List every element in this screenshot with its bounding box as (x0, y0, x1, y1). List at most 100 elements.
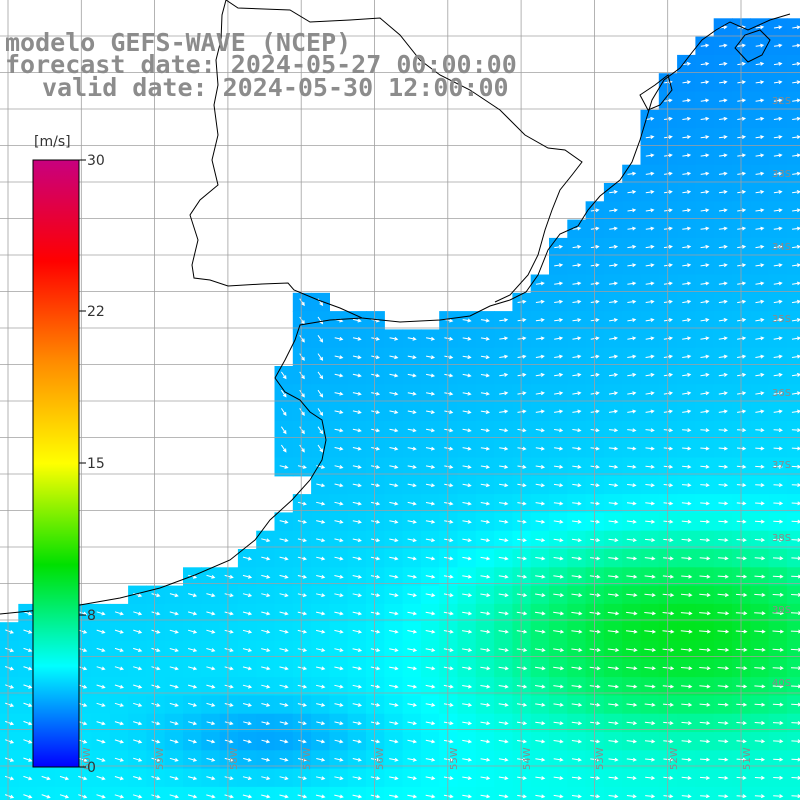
wind-arrow (78, 757, 88, 762)
wind-arrow (535, 299, 545, 304)
wind-arrow (352, 757, 362, 762)
wind-arrow (791, 757, 800, 762)
wind-arrow (462, 355, 472, 360)
wind-arrow (626, 739, 638, 744)
wind-arrow (626, 721, 638, 726)
wind-arrow (425, 611, 436, 616)
wind-cell (292, 786, 312, 800)
wind-arrow (389, 593, 399, 598)
wind-arrow (243, 739, 252, 744)
wind-arrow (498, 629, 509, 634)
wind-arrow (114, 647, 124, 652)
wind-arrow (700, 336, 710, 341)
wind-arrow (498, 648, 509, 652)
wind-arrow (224, 684, 234, 689)
wind-arrow (352, 703, 363, 707)
wind-arrow (352, 556, 363, 561)
longitude-label: 56W (375, 747, 386, 770)
wind-arrow (645, 281, 655, 286)
wind-arrow (645, 372, 655, 377)
wind-arrow (132, 794, 143, 799)
wind-arrow (644, 574, 656, 579)
wind-arrow (334, 428, 344, 433)
longitude-label: 58W (229, 747, 240, 770)
wind-arrow (535, 519, 546, 524)
wind-arrow (535, 721, 546, 726)
wind-arrow (443, 757, 454, 762)
wind-arrow (407, 410, 417, 414)
wind-arrow (78, 739, 88, 744)
wind-arrow (718, 208, 728, 213)
wind-arrow (334, 666, 344, 671)
wind-arrow (755, 244, 765, 249)
wind-arrow (607, 593, 620, 598)
wind-arrow (352, 593, 363, 598)
wind-arrow (334, 593, 344, 598)
wind-arrow (791, 702, 800, 707)
wind-arrow (462, 611, 473, 616)
wind-arrow (206, 611, 216, 616)
wind-arrow (608, 372, 619, 377)
wind-arrow (78, 666, 88, 671)
wind-arrow (499, 464, 509, 469)
wind-arrow (297, 757, 307, 762)
wind-arrow (718, 354, 728, 359)
wind-arrow (609, 190, 618, 194)
wind-arrow (754, 739, 766, 744)
wind-arrow (572, 299, 582, 304)
wind-arrow (535, 372, 545, 377)
wind-arrow (261, 574, 271, 579)
wind-arrow (316, 556, 326, 561)
wind-arrow (680, 666, 693, 671)
wind-arrow (280, 444, 287, 453)
wind-arrow (297, 666, 308, 671)
wind-arrow (718, 135, 728, 140)
wind-arrow (317, 335, 324, 343)
wind-arrow (499, 372, 509, 377)
wind-arrow (78, 629, 88, 634)
wind-arrow (791, 794, 800, 799)
wind-arrow (444, 355, 454, 360)
wind-arrow (316, 721, 326, 726)
wind-cell (0, 786, 19, 800)
wind-arrow (389, 629, 399, 634)
wind-arrow (719, 98, 728, 103)
wind-arrow (114, 611, 124, 616)
wind-arrow (718, 299, 728, 304)
wind-arrow (773, 372, 783, 377)
wind-arrow (334, 776, 344, 781)
wind-arrow (462, 666, 473, 671)
wind-arrow (280, 426, 287, 435)
wind-arrow (389, 355, 399, 360)
wind-arrow (23, 794, 33, 799)
wind-arrow (151, 794, 161, 799)
wind-arrow (299, 444, 305, 453)
wind-arrow (517, 409, 527, 414)
wind-arrow (681, 519, 692, 524)
wind-arrow (681, 501, 692, 506)
wind-arrow (206, 593, 216, 598)
wind-arrow (754, 794, 766, 799)
wind-arrow (498, 666, 509, 671)
wind-arrow (316, 739, 326, 744)
wind-arrow (700, 519, 711, 524)
wind-arrow (389, 483, 399, 488)
wind-arrow (224, 794, 234, 799)
wind-arrow (5, 684, 15, 689)
wind-arrow (370, 629, 381, 634)
wind-arrow (681, 757, 692, 762)
wind-arrow (151, 721, 161, 726)
wind-arrow (279, 465, 289, 469)
wind-arrow (682, 428, 692, 433)
wind-arrow (498, 794, 509, 799)
wind-arrow (169, 757, 179, 762)
wind-arrow (462, 648, 473, 652)
wind-arrow (608, 354, 619, 359)
wind-arrow (535, 336, 545, 341)
wind-arrow (700, 501, 710, 506)
wind-arrow (370, 483, 381, 488)
wind-arrow (224, 666, 234, 671)
wind-arrow (535, 409, 545, 414)
wind-arrow (554, 372, 564, 377)
wind-arrow (407, 428, 417, 433)
